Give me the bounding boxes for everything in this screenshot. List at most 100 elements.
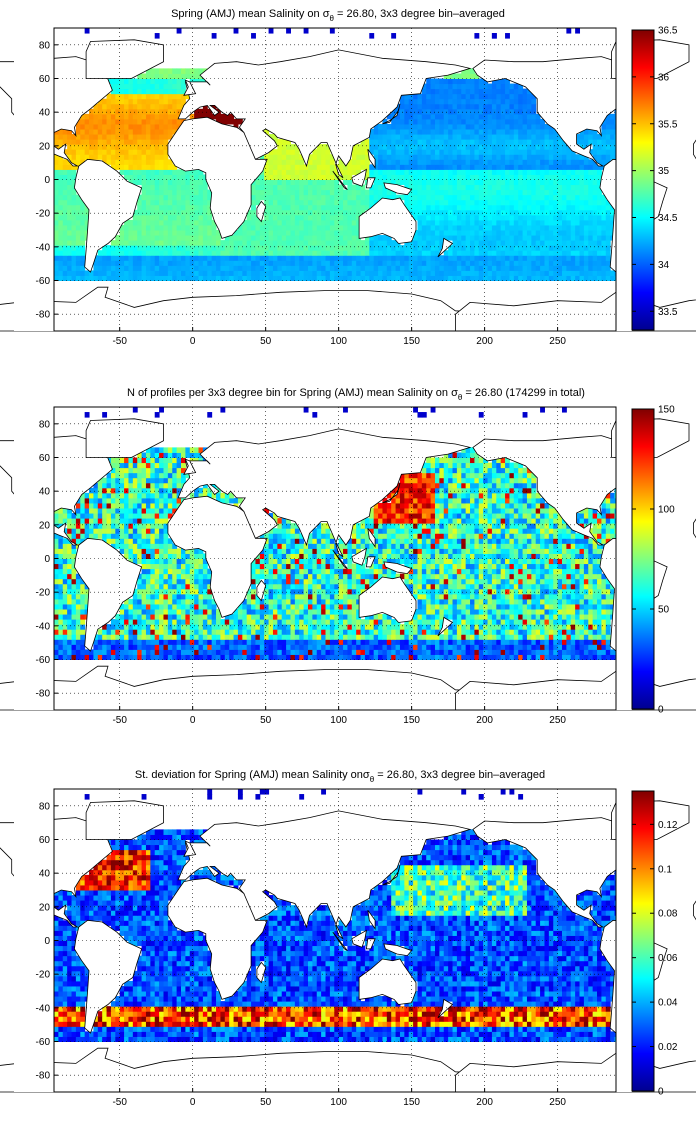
heatmap-cell — [452, 83, 458, 90]
heatmap-cell — [605, 144, 611, 150]
heatmap-cell — [316, 154, 322, 160]
heatmap-cell — [378, 654, 383, 660]
heatmap-cell — [137, 644, 143, 650]
heatmap-cell — [211, 275, 217, 281]
heatmap-cell — [137, 639, 143, 645]
heatmap-cell — [434, 88, 440, 95]
heatmap-cell — [518, 644, 524, 650]
heatmap-cell — [540, 209, 545, 216]
heatmap-cell — [439, 169, 445, 175]
heatmap-cell — [483, 78, 489, 85]
heatmap-cell — [303, 275, 309, 281]
heatmap-cell — [500, 209, 506, 216]
heatmap-cell — [80, 270, 86, 276]
heatmap-cell — [80, 614, 86, 620]
heatmap-cell — [145, 159, 151, 165]
heatmap-cell — [286, 609, 291, 615]
heatmap-cell — [259, 265, 265, 271]
heatmap-cell — [531, 230, 537, 236]
heatmap-cell — [167, 169, 173, 175]
heatmap-cell — [71, 199, 77, 206]
heatmap-cell — [277, 260, 283, 266]
heatmap-cell — [207, 619, 213, 625]
heatmap-cell — [167, 609, 173, 615]
heatmap-cell — [448, 164, 454, 170]
heatmap-cell — [277, 204, 283, 211]
heatmap-cell — [566, 159, 572, 165]
heatmap-cell — [548, 149, 554, 155]
heatmap-cell — [526, 98, 532, 105]
heatmap-cell — [84, 28, 90, 34]
heatmap-cell — [145, 214, 151, 221]
heatmap-cell — [605, 245, 611, 251]
heatmap-cell — [272, 235, 278, 241]
heatmap-cell — [251, 214, 256, 221]
heatmap-cell — [307, 184, 313, 191]
heatmap-cell — [470, 123, 475, 130]
heatmap-cell — [474, 639, 480, 645]
heatmap-cell — [119, 260, 125, 266]
heatmap-cell — [189, 68, 195, 74]
heatmap-cell — [176, 230, 182, 236]
heatmap-cell — [478, 634, 484, 640]
heatmap-cell — [159, 73, 164, 79]
heatmap-cell — [132, 149, 138, 155]
heatmap-cell — [413, 634, 418, 640]
heatmap-cell — [474, 209, 480, 216]
heatmap-cell — [334, 245, 340, 251]
heatmap-cell — [369, 270, 375, 276]
heatmap-cell — [351, 624, 357, 630]
heatmap-cell — [264, 189, 270, 196]
heatmap-cell — [194, 240, 200, 246]
heatmap-cell — [281, 179, 287, 186]
heatmap-cell — [189, 230, 195, 236]
heatmap-cell — [487, 154, 493, 160]
heatmap-cell — [557, 199, 563, 206]
x-tick-label: 250 — [549, 336, 566, 347]
heatmap-cell — [185, 634, 191, 640]
heatmap-cell — [159, 134, 164, 140]
heatmap-cell — [500, 189, 506, 196]
heatmap-cell — [334, 240, 340, 246]
heatmap-cell — [202, 230, 208, 236]
heatmap-cell — [544, 204, 550, 211]
heatmap-cell — [185, 275, 191, 281]
heatmap-cell — [382, 644, 388, 650]
heatmap-cell — [176, 28, 182, 34]
heatmap-cell — [408, 634, 414, 640]
heatmap-cell — [237, 260, 243, 266]
heatmap-cell — [452, 88, 458, 95]
heatmap-cell — [159, 204, 164, 211]
heatmap-cell — [531, 224, 537, 231]
heatmap-cell — [461, 164, 467, 170]
heatmap-cell — [290, 240, 296, 246]
heatmap-cell — [128, 230, 134, 236]
heatmap-cell — [54, 209, 59, 216]
heatmap-cell — [347, 164, 353, 170]
heatmap-cell — [128, 149, 134, 155]
heatmap-cell — [102, 634, 108, 640]
heatmap-cell — [421, 123, 427, 130]
heatmap-cell — [159, 139, 164, 145]
heatmap-cell — [540, 629, 545, 635]
heatmap-cell — [246, 250, 252, 256]
heatmap-cell — [518, 265, 524, 271]
heatmap-cell — [434, 159, 440, 165]
heatmap-cell — [461, 609, 467, 615]
heatmap-cell — [395, 629, 401, 635]
heatmap-cell — [286, 169, 291, 175]
heatmap-cell — [413, 614, 418, 620]
heatmap-cell — [579, 134, 585, 140]
heatmap-cell — [395, 154, 401, 160]
heatmap-cell — [194, 250, 200, 256]
heatmap-cell — [505, 614, 510, 620]
heatmap-cell — [145, 639, 151, 645]
heatmap-cell — [347, 649, 353, 655]
heatmap-cell — [408, 123, 414, 130]
heatmap-cell — [413, 174, 418, 180]
heatmap-cell — [421, 164, 427, 170]
heatmap-cell — [505, 219, 510, 226]
heatmap-cell — [290, 609, 296, 615]
heatmap-cell — [588, 209, 594, 216]
heatmap-cell — [351, 270, 357, 276]
